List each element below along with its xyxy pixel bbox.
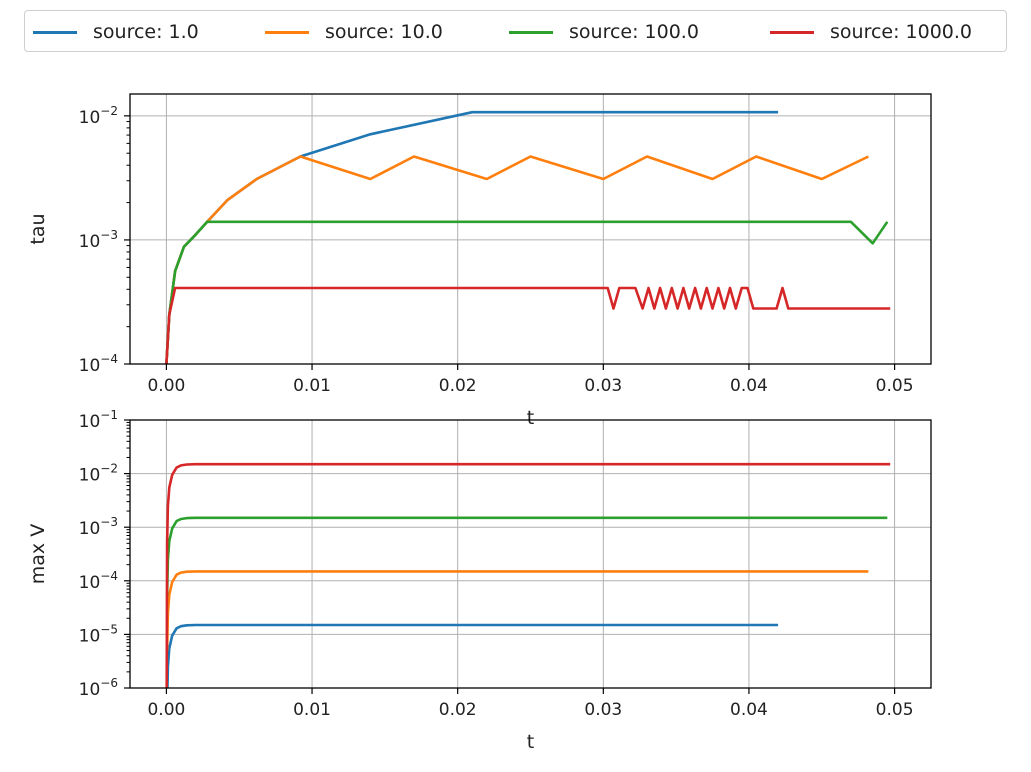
y-tick-label: 10−3 <box>79 515 118 539</box>
x-tick-label: 0.02 <box>439 376 477 396</box>
x-tick-label: 0.00 <box>147 700 185 720</box>
legend-label: source: 10.0 <box>325 21 443 43</box>
axes-frame <box>129 93 932 365</box>
series-line <box>165 286 891 364</box>
legend-item: source: 1000.0 <box>770 11 972 53</box>
series-line <box>165 516 888 597</box>
y-axis-label: max V <box>27 524 49 584</box>
y-tick-label: 10−4 <box>79 569 118 593</box>
y-tick-label: 10−4 <box>79 352 118 376</box>
y-axis-label: tau <box>27 213 49 244</box>
y-tick-label: 10−1 <box>79 408 118 432</box>
x-tick-label: 0.03 <box>584 700 622 720</box>
x-tick-label: 0.01 <box>293 376 331 396</box>
legend-item: source: 10.0 <box>265 11 443 53</box>
y-tick-label: 10−3 <box>79 228 118 252</box>
legend-swatch <box>509 30 553 34</box>
y-tick-label: 10−6 <box>79 676 118 700</box>
series-line <box>165 570 869 651</box>
series-line <box>166 623 779 688</box>
legend: source: 1.0 source: 10.0 source: 100.0 s… <box>24 10 1007 52</box>
x-axis-label: t <box>527 731 534 753</box>
legend-swatch <box>770 30 814 34</box>
legend-label: source: 1000.0 <box>830 21 973 43</box>
legend-label: source: 100.0 <box>569 21 699 43</box>
x-tick-label: 0.05 <box>876 376 914 396</box>
y-tick-label: 10−2 <box>79 462 118 486</box>
x-tick-label: 0.00 <box>147 376 185 396</box>
series-line <box>165 110 779 364</box>
x-tick-label: 0.04 <box>730 700 768 720</box>
legend-swatch <box>33 30 77 34</box>
legend-label: source: 1.0 <box>93 21 199 43</box>
series-line <box>165 462 891 688</box>
x-axis-label: t <box>527 407 534 429</box>
legend-swatch <box>265 30 309 34</box>
series-line <box>165 155 869 364</box>
legend-item: source: 1.0 <box>33 11 199 53</box>
x-tick-label: 0.03 <box>584 376 622 396</box>
axes-frame <box>129 419 932 689</box>
x-tick-label: 0.05 <box>876 700 914 720</box>
x-tick-label: 0.04 <box>730 376 768 396</box>
y-tick-label: 10−5 <box>79 622 118 646</box>
y-tick-label: 10−2 <box>79 104 118 128</box>
series-line <box>165 220 889 364</box>
x-tick-label: 0.01 <box>293 700 331 720</box>
legend-item: source: 100.0 <box>509 11 699 53</box>
x-tick-label: 0.02 <box>439 700 477 720</box>
